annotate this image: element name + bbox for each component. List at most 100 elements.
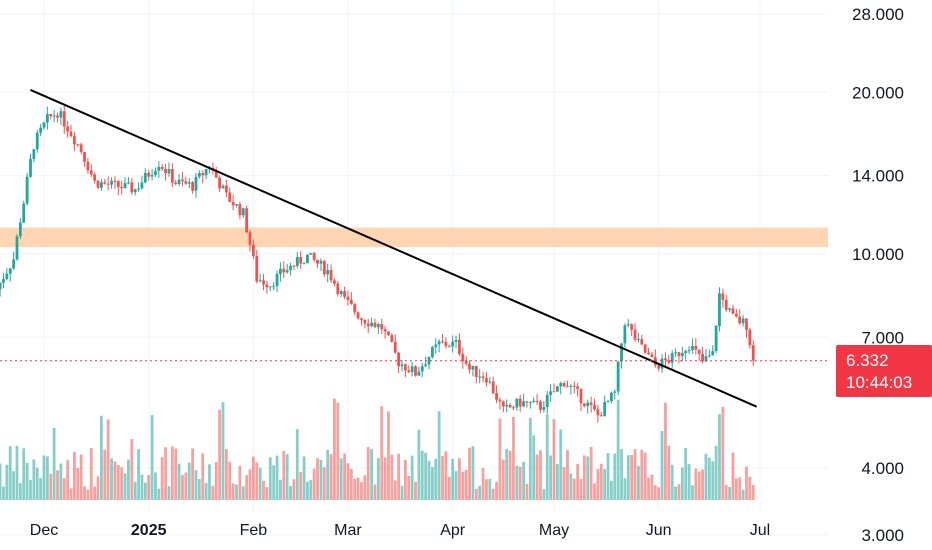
candle-body xyxy=(127,182,130,184)
candle-body xyxy=(309,253,313,255)
volume-bar xyxy=(45,456,49,500)
candle-body xyxy=(505,404,509,407)
candle-body xyxy=(738,316,742,324)
volume-bar xyxy=(417,429,421,500)
candle-body xyxy=(437,341,441,345)
volume-bar xyxy=(620,449,623,500)
candle-body xyxy=(224,185,228,193)
volume-bar xyxy=(380,406,384,500)
volume-bar xyxy=(718,414,721,500)
candle-body xyxy=(572,385,576,387)
volume-bar xyxy=(29,479,32,500)
candle-body xyxy=(403,364,407,371)
candle-body xyxy=(346,296,350,300)
x-tick-label: Jul xyxy=(750,522,770,539)
candle-body xyxy=(501,401,505,407)
volume-bar xyxy=(214,462,218,500)
volume-bar xyxy=(474,488,478,500)
candle-body xyxy=(532,400,536,403)
volume-bar xyxy=(52,427,56,500)
volume-bar xyxy=(687,464,691,500)
candle-body xyxy=(282,268,286,273)
volume-bar xyxy=(127,459,130,500)
volume-bar xyxy=(289,485,292,500)
candle-body xyxy=(444,341,448,346)
volume-bar xyxy=(103,449,107,500)
volume-bar xyxy=(728,487,732,500)
candle-body xyxy=(724,299,728,310)
volume-bar xyxy=(488,478,492,500)
volume-bar xyxy=(528,417,532,500)
volume-bar xyxy=(390,454,394,500)
volume-bar xyxy=(251,456,255,500)
volume-bar xyxy=(170,446,174,500)
volume-bar xyxy=(593,483,596,500)
candle-body xyxy=(657,365,661,369)
volume-bar xyxy=(670,464,674,500)
candle-body xyxy=(255,256,259,282)
volume-bar xyxy=(626,455,630,500)
candle-body xyxy=(731,308,735,314)
volume-bar xyxy=(177,463,181,500)
volume-bar xyxy=(262,480,265,500)
volume-bar xyxy=(424,452,428,500)
volume-bar xyxy=(208,464,211,500)
candle-body xyxy=(32,149,36,160)
volume-bar xyxy=(383,457,387,500)
last-price-badge: 6.332 10:44:03 xyxy=(836,344,932,397)
volume-bar xyxy=(630,455,634,500)
candle-body xyxy=(5,273,9,280)
candle-body xyxy=(586,402,590,406)
candle-body xyxy=(42,122,46,128)
candle-body xyxy=(140,182,144,189)
candle-body xyxy=(143,172,147,183)
volume-bar xyxy=(100,415,103,500)
candle-body xyxy=(349,299,353,304)
volume-bar xyxy=(569,473,573,500)
candle-body xyxy=(569,385,573,387)
volume-bar xyxy=(555,464,559,500)
candle-body xyxy=(248,232,252,245)
candle-body xyxy=(106,183,110,185)
candle-body xyxy=(539,401,542,410)
candle-body xyxy=(434,344,438,348)
volume-bar xyxy=(211,485,215,500)
volume-bar xyxy=(79,454,83,500)
volume-bar xyxy=(154,472,157,500)
volume-bar xyxy=(76,468,80,500)
candle-body xyxy=(589,402,593,405)
volume-bar xyxy=(143,482,147,500)
candle-body xyxy=(522,401,525,407)
volume-bar xyxy=(515,465,519,500)
volume-bar xyxy=(346,463,350,500)
candle-body xyxy=(704,356,708,362)
candle-body xyxy=(49,114,53,117)
volume-bar xyxy=(120,467,124,500)
candle-body xyxy=(231,201,235,206)
volume-bar xyxy=(451,458,455,500)
candle-body xyxy=(620,343,623,362)
volume-bar xyxy=(616,399,620,500)
volume-bar xyxy=(508,450,512,500)
y-tick-label: 28.000 xyxy=(852,5,904,24)
candle-body xyxy=(154,170,157,176)
candle-body xyxy=(22,203,26,223)
candle-body xyxy=(123,183,127,189)
volume-bars xyxy=(0,398,755,500)
volume-bar xyxy=(62,478,66,500)
candle-body xyxy=(376,324,380,328)
candle-body xyxy=(285,270,289,273)
volume-bar xyxy=(322,467,326,500)
volume-bar xyxy=(495,482,498,500)
volume-bar xyxy=(691,485,694,500)
candle-body xyxy=(485,378,488,383)
volume-bar xyxy=(599,463,603,500)
candle-body xyxy=(745,318,748,330)
volume-bar xyxy=(697,471,701,500)
y-tick-label: 14.000 xyxy=(852,167,904,186)
volume-bar xyxy=(562,467,566,500)
candle-body xyxy=(579,388,583,404)
candle-body xyxy=(488,381,492,383)
candle-body xyxy=(241,208,245,216)
